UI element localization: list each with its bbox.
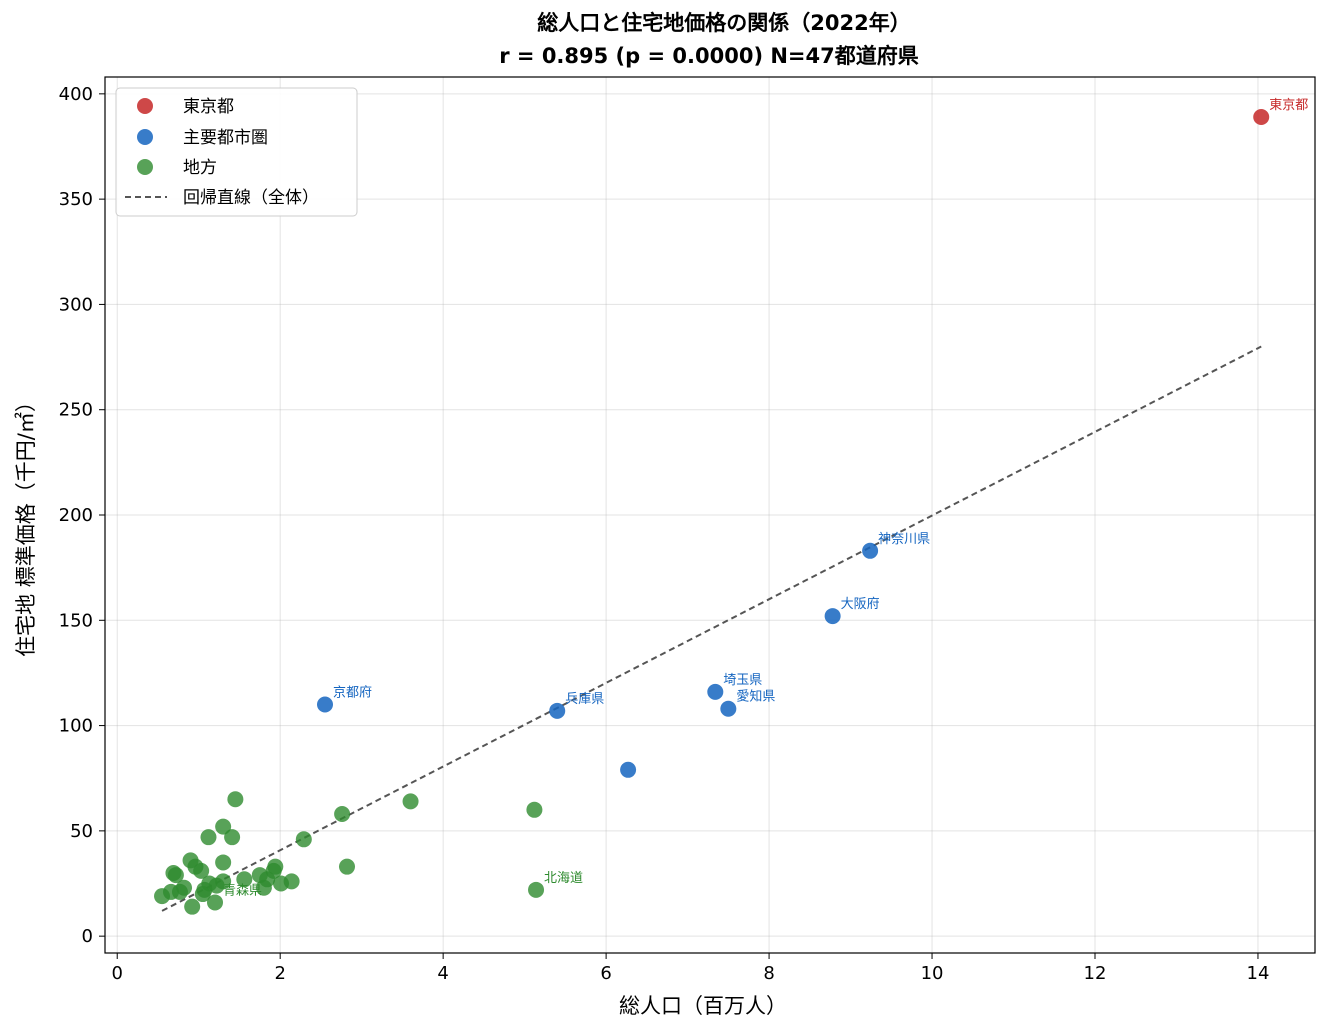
data-point-metro bbox=[317, 696, 333, 713]
x-axis-ticks: 0 2 4 6 8 10 12 14 bbox=[111, 953, 1269, 984]
y-tick-label: 50 bbox=[70, 821, 93, 842]
data-point-metro bbox=[824, 608, 841, 625]
legend-label-regression: 回帰直線（全体） bbox=[183, 188, 319, 208]
data-point-regional bbox=[236, 871, 253, 888]
data-point-regional bbox=[251, 867, 268, 884]
regression-layer bbox=[161, 345, 1262, 912]
data-point-metro bbox=[620, 761, 637, 778]
y-tick-label: 350 bbox=[59, 189, 93, 210]
data-points bbox=[154, 109, 1270, 915]
legend: 東京都 主要都市圏 地方 回帰直線（全体） bbox=[115, 87, 358, 217]
point-label-metro: 京都府 bbox=[333, 686, 372, 701]
data-point-regional bbox=[165, 864, 182, 881]
legend-box bbox=[115, 87, 358, 217]
data-point-metro bbox=[862, 542, 879, 559]
chart-title: 総人口と住宅地価格の関係（2022年） bbox=[537, 11, 910, 35]
data-point-metro bbox=[720, 700, 737, 717]
y-axis-ticks: 0 50 100 150 200 250 300 350 400 bbox=[59, 84, 105, 947]
data-point-regional bbox=[215, 854, 232, 871]
point-label-metro: 埼玉県 bbox=[723, 673, 762, 688]
data-point-regional bbox=[334, 806, 351, 823]
point-label-metro: 愛知県 bbox=[736, 689, 775, 705]
data-point-regional bbox=[339, 858, 355, 875]
x-tick-label: 6 bbox=[600, 963, 611, 984]
legend-marker-metro bbox=[137, 129, 153, 145]
regression-line bbox=[161, 345, 1262, 912]
data-point-regional bbox=[255, 879, 272, 896]
legend-label-regional: 地方 bbox=[183, 158, 217, 178]
y-axis-label: 住宅地 標準価格（千円/㎡） bbox=[14, 391, 38, 657]
chart-subtitle: r = 0.895 (p = 0.0000) N=47都道府県 bbox=[499, 44, 919, 68]
x-tick-label: 4 bbox=[437, 963, 448, 984]
y-tick-label: 150 bbox=[59, 610, 93, 631]
data-point-regional bbox=[528, 881, 545, 898]
y-tick-label: 100 bbox=[59, 716, 93, 737]
data-point-regional bbox=[184, 898, 201, 915]
legend-marker-tokyo bbox=[137, 98, 153, 114]
point-label-metro: 神奈川県 bbox=[878, 532, 930, 547]
y-tick-label: 300 bbox=[59, 294, 93, 315]
legend-label-tokyo: 東京都 bbox=[183, 97, 234, 117]
data-point-regional bbox=[402, 793, 419, 810]
data-point-regional bbox=[224, 829, 241, 846]
y-tick-label: 250 bbox=[59, 400, 93, 421]
point-label-metro: 大阪府 bbox=[841, 597, 880, 612]
point-label-metro: 兵庫県 bbox=[565, 692, 604, 707]
data-point-regional bbox=[273, 875, 289, 892]
data-point-regional bbox=[295, 831, 312, 848]
data-point-metro bbox=[549, 702, 566, 719]
y-tick-label: 200 bbox=[59, 505, 93, 526]
x-tick-label: 2 bbox=[274, 963, 285, 984]
data-point-regional bbox=[200, 829, 217, 846]
point-label-regional: 青森県 bbox=[223, 883, 262, 898]
legend-marker-regional bbox=[137, 159, 153, 175]
data-point-regional bbox=[207, 894, 223, 911]
y-tick-label: 400 bbox=[59, 84, 93, 105]
data-point-regional bbox=[526, 801, 543, 818]
x-tick-label: 10 bbox=[921, 963, 944, 984]
x-tick-label: 0 bbox=[111, 963, 122, 984]
data-point-regional bbox=[215, 818, 232, 835]
data-point-regional bbox=[194, 886, 211, 903]
data-point-metro bbox=[707, 683, 724, 700]
x-tick-label: 14 bbox=[1247, 963, 1270, 984]
y-tick-label: 0 bbox=[82, 926, 93, 947]
point-label-regional: 北海道 bbox=[544, 871, 583, 886]
data-point-tokyo bbox=[1253, 109, 1270, 126]
data-point-regional bbox=[154, 888, 171, 905]
legend-label-metro: 主要都市圏 bbox=[183, 128, 268, 148]
x-axis-label: 総人口（百万人） bbox=[619, 994, 787, 1018]
x-tick-label: 12 bbox=[1084, 963, 1107, 984]
point-label-tokyo: 東京都 bbox=[1269, 97, 1308, 113]
data-point-regional bbox=[182, 852, 199, 869]
x-tick-label: 8 bbox=[763, 963, 774, 984]
data-point-regional bbox=[227, 791, 244, 808]
